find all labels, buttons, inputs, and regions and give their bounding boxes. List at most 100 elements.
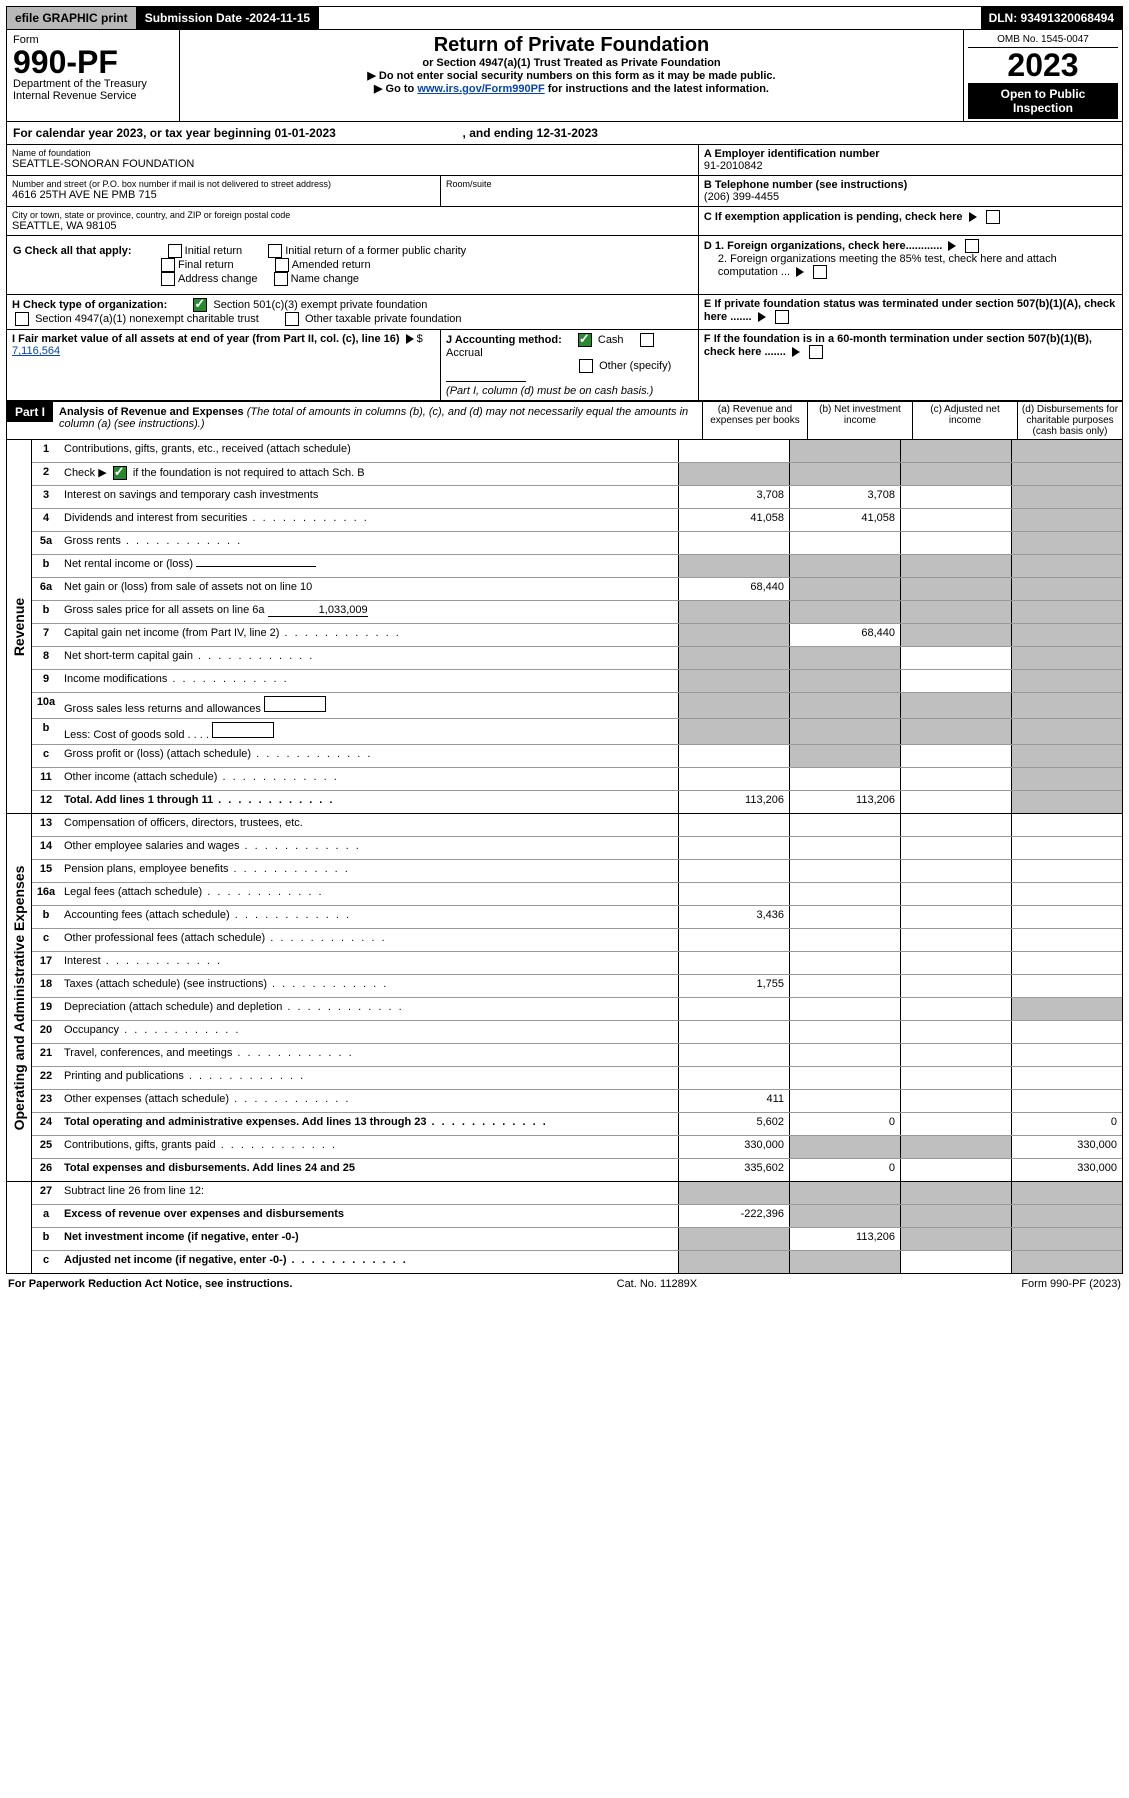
line-24-a: 5,602	[678, 1113, 789, 1135]
line-6b-desc: Gross sales price for all assets on line…	[60, 601, 678, 623]
ein-label: A Employer identification number	[704, 148, 1117, 160]
line-27a-a: -222,396	[678, 1205, 789, 1227]
j-label: J Accounting method:	[446, 334, 562, 346]
footer-mid: Cat. No. 11289X	[617, 1278, 698, 1290]
cal-a: For calendar year 2023, or tax year begi…	[13, 126, 274, 140]
city-value: SEATTLE, WA 98105	[12, 220, 693, 232]
line-9-num: 9	[32, 670, 60, 692]
arrow-icon	[792, 347, 800, 357]
line-4-desc: Dividends and interest from securities	[60, 509, 678, 531]
d2-checkbox[interactable]	[813, 265, 827, 279]
line-26-b: 0	[789, 1159, 900, 1181]
line-23-num: 23	[32, 1090, 60, 1112]
col-c-header: (c) Adjusted net income	[912, 402, 1017, 439]
line-5a-num: 5a	[32, 532, 60, 554]
line-27b-b: 113,206	[789, 1228, 900, 1250]
year-box: OMB No. 1545-0047 2023 Open to Public In…	[963, 30, 1122, 121]
form-note-2: ▶ Go to www.irs.gov/Form990PF for instru…	[186, 82, 957, 95]
line-9-desc: Income modifications	[60, 670, 678, 692]
line-18-num: 18	[32, 975, 60, 997]
line-25-desc: Contributions, gifts, grants paid	[60, 1136, 678, 1158]
cal-b: , and ending	[463, 126, 537, 140]
phone-value: (206) 399-4455	[704, 191, 1117, 203]
line-27b-desc: Net investment income (if negative, ente…	[60, 1228, 678, 1250]
line-11-num: 11	[32, 768, 60, 790]
line-4-b: 41,058	[789, 509, 900, 531]
g-amended-return[interactable]	[275, 258, 289, 272]
g-opt-4: Address change	[178, 273, 258, 285]
line-12-b: 113,206	[789, 791, 900, 813]
foundation-name: SEATTLE-SONORAN FOUNDATION	[12, 158, 693, 170]
line-16a-num: 16a	[32, 883, 60, 905]
form-header: Form 990-PF Department of the Treasury I…	[6, 30, 1123, 122]
line-27b-num: b	[32, 1228, 60, 1250]
dln: DLN: 93491320068494	[981, 7, 1122, 29]
g-initial-former[interactable]	[268, 244, 282, 258]
d1-checkbox[interactable]	[965, 239, 979, 253]
schb-checkbox[interactable]	[113, 466, 127, 480]
h-4947-checkbox[interactable]	[15, 312, 29, 326]
g-final-return[interactable]	[161, 258, 175, 272]
revenue-vlabel: Revenue	[7, 440, 32, 813]
line-14-num: 14	[32, 837, 60, 859]
g-initial-return[interactable]	[168, 244, 182, 258]
j-cash-label: Cash	[598, 334, 624, 346]
line-27c-num: c	[32, 1251, 60, 1273]
line-10b-desc: Less: Cost of goods sold . . . .	[60, 719, 678, 744]
footer-left: For Paperwork Reduction Act Notice, see …	[8, 1278, 292, 1290]
line-27a-num: a	[32, 1205, 60, 1227]
line-16b-desc: Accounting fees (attach schedule)	[60, 906, 678, 928]
line-25-num: 25	[32, 1136, 60, 1158]
line-26-num: 26	[32, 1159, 60, 1181]
line-15-desc: Pension plans, employee benefits	[60, 860, 678, 882]
e-checkbox[interactable]	[775, 310, 789, 324]
j-other-checkbox[interactable]	[579, 359, 593, 373]
dept-treasury: Department of the Treasury	[13, 78, 173, 90]
arrow-icon	[796, 267, 804, 277]
form-title: Return of Private Foundation	[186, 34, 957, 57]
h-other-checkbox[interactable]	[285, 312, 299, 326]
line-7-b: 68,440	[789, 624, 900, 646]
g-address-change[interactable]	[161, 272, 175, 286]
line-27a-desc: Excess of revenue over expenses and disb…	[60, 1205, 678, 1227]
line-4-num: 4	[32, 509, 60, 531]
line-16b-num: b	[32, 906, 60, 928]
subdate-label: Submission Date -	[145, 11, 250, 25]
line-16c-desc: Other professional fees (attach schedule…	[60, 929, 678, 951]
note2-post: for instructions and the latest informat…	[548, 83, 769, 95]
f-checkbox[interactable]	[809, 345, 823, 359]
instructions-link[interactable]: www.irs.gov/Form990PF	[417, 83, 544, 95]
line-3-a: 3,708	[678, 486, 789, 508]
line-5a-desc: Gross rents	[60, 532, 678, 554]
g-name-change[interactable]	[274, 272, 288, 286]
j-cash-checkbox[interactable]	[578, 333, 592, 347]
fmv-link[interactable]: 7,116,564	[12, 345, 60, 357]
line-21-desc: Travel, conferences, and meetings	[60, 1044, 678, 1066]
line-24-d: 0	[1011, 1113, 1122, 1135]
form-note-1: ▶ Do not enter social security numbers o…	[186, 69, 957, 82]
j-accrual-checkbox[interactable]	[640, 333, 654, 347]
page-footer: For Paperwork Reduction Act Notice, see …	[6, 1274, 1123, 1294]
cal-begin: 01-01-2023	[274, 126, 335, 140]
line-7-desc: Capital gain net income (from Part IV, l…	[60, 624, 678, 646]
line-19-num: 19	[32, 998, 60, 1020]
g-opt-5: Name change	[291, 273, 360, 285]
line-18-a: 1,755	[678, 975, 789, 997]
h-label: H Check type of organization:	[12, 299, 167, 311]
line-22-desc: Printing and publications	[60, 1067, 678, 1089]
omb-number: OMB No. 1545-0047	[968, 32, 1118, 48]
line-20-num: 20	[32, 1021, 60, 1043]
h-501c3-checkbox[interactable]	[193, 298, 207, 312]
line-25-a: 330,000	[678, 1136, 789, 1158]
note2-pre: ▶ Go to	[374, 83, 417, 95]
c-checkbox[interactable]	[986, 210, 1000, 224]
line-1-desc: Contributions, gifts, grants, etc., rece…	[60, 440, 678, 462]
addr-label: Number and street (or P.O. box number if…	[12, 179, 435, 189]
line-5b-num: b	[32, 555, 60, 577]
efile-print-button[interactable]: efile GRAPHIC print	[7, 7, 137, 29]
col-a-header: (a) Revenue and expenses per books	[702, 402, 807, 439]
line-19-desc: Depreciation (attach schedule) and deple…	[60, 998, 678, 1020]
line-5b-desc: Net rental income or (loss)	[60, 555, 678, 577]
line-12-num: 12	[32, 791, 60, 813]
part1-label: Part I	[7, 402, 53, 422]
